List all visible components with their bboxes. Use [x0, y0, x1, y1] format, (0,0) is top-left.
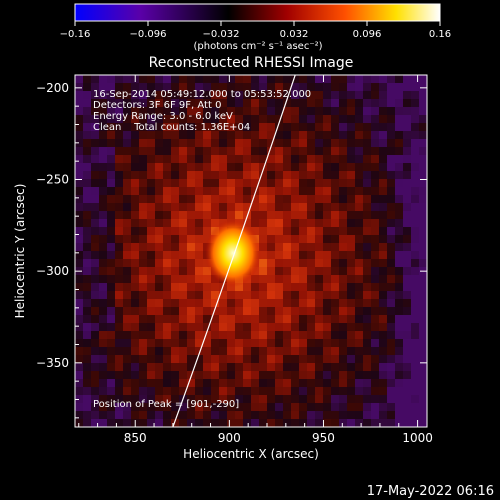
y-axis-label: Heliocentric Y (arcsec) [13, 184, 27, 319]
annotation-line: 16-Sep-2014 05:49:12.000 to 05:53:52.000 [93, 89, 311, 100]
x-tick-label: 900 [218, 431, 241, 445]
colorbar-gradient [74, 3, 441, 22]
annotation-line: Detectors: 3F 6F 9F, Att 0 [93, 100, 221, 111]
footer-timestamp: 17-May-2022 06:16 [367, 484, 494, 499]
chart-title: Reconstructed RHESSI Image [149, 55, 354, 71]
colorbar-tick-label: −0.16 [60, 29, 91, 40]
y-axis: −200 −250 −300 −350 [36, 81, 427, 419]
x-tick-label: 1000 [402, 431, 433, 445]
y-tick-label: −200 [36, 81, 69, 95]
peak-source [205, 219, 261, 287]
colorbar-tick-label: 0.16 [429, 29, 451, 40]
colorbar-tick-label: 0.096 [353, 29, 382, 40]
plot-frame [74, 74, 428, 428]
y-tick-label: −350 [36, 356, 69, 370]
colorbar-tick-label: −0.096 [129, 29, 166, 40]
peak-position-label: Position of Peak = [901,-290] [93, 399, 239, 410]
y-tick-label: −250 [36, 173, 69, 187]
annotation-block: 16-Sep-2014 05:49:12.000 to 05:53:52.000… [93, 89, 311, 133]
colorbar-unit-label: (photons cm⁻² s⁻¹ asec⁻²) [193, 41, 322, 52]
x-axis-label: Heliocentric X (arcsec) [183, 447, 319, 461]
y-tick-label: −300 [36, 264, 69, 278]
annotation-line: Energy Range: 3.0 - 6.0 keV [93, 111, 233, 122]
solar-limb-line [172, 75, 296, 427]
heatmap-image [75, 75, 427, 427]
colorbar: −0.16 −0.096 −0.032 0.032 0.096 0.16 (photons… [60, 3, 451, 52]
colorbar-tick-label: −0.032 [202, 29, 239, 40]
x-tick-label: 950 [312, 431, 335, 445]
x-tick-label: 850 [124, 431, 147, 445]
annotation-line: Clean Total counts: 1.36E+04 [93, 122, 250, 133]
x-axis: 850 900 950 1000 [78, 75, 433, 445]
colorbar-tick-label: 0.032 [280, 29, 309, 40]
